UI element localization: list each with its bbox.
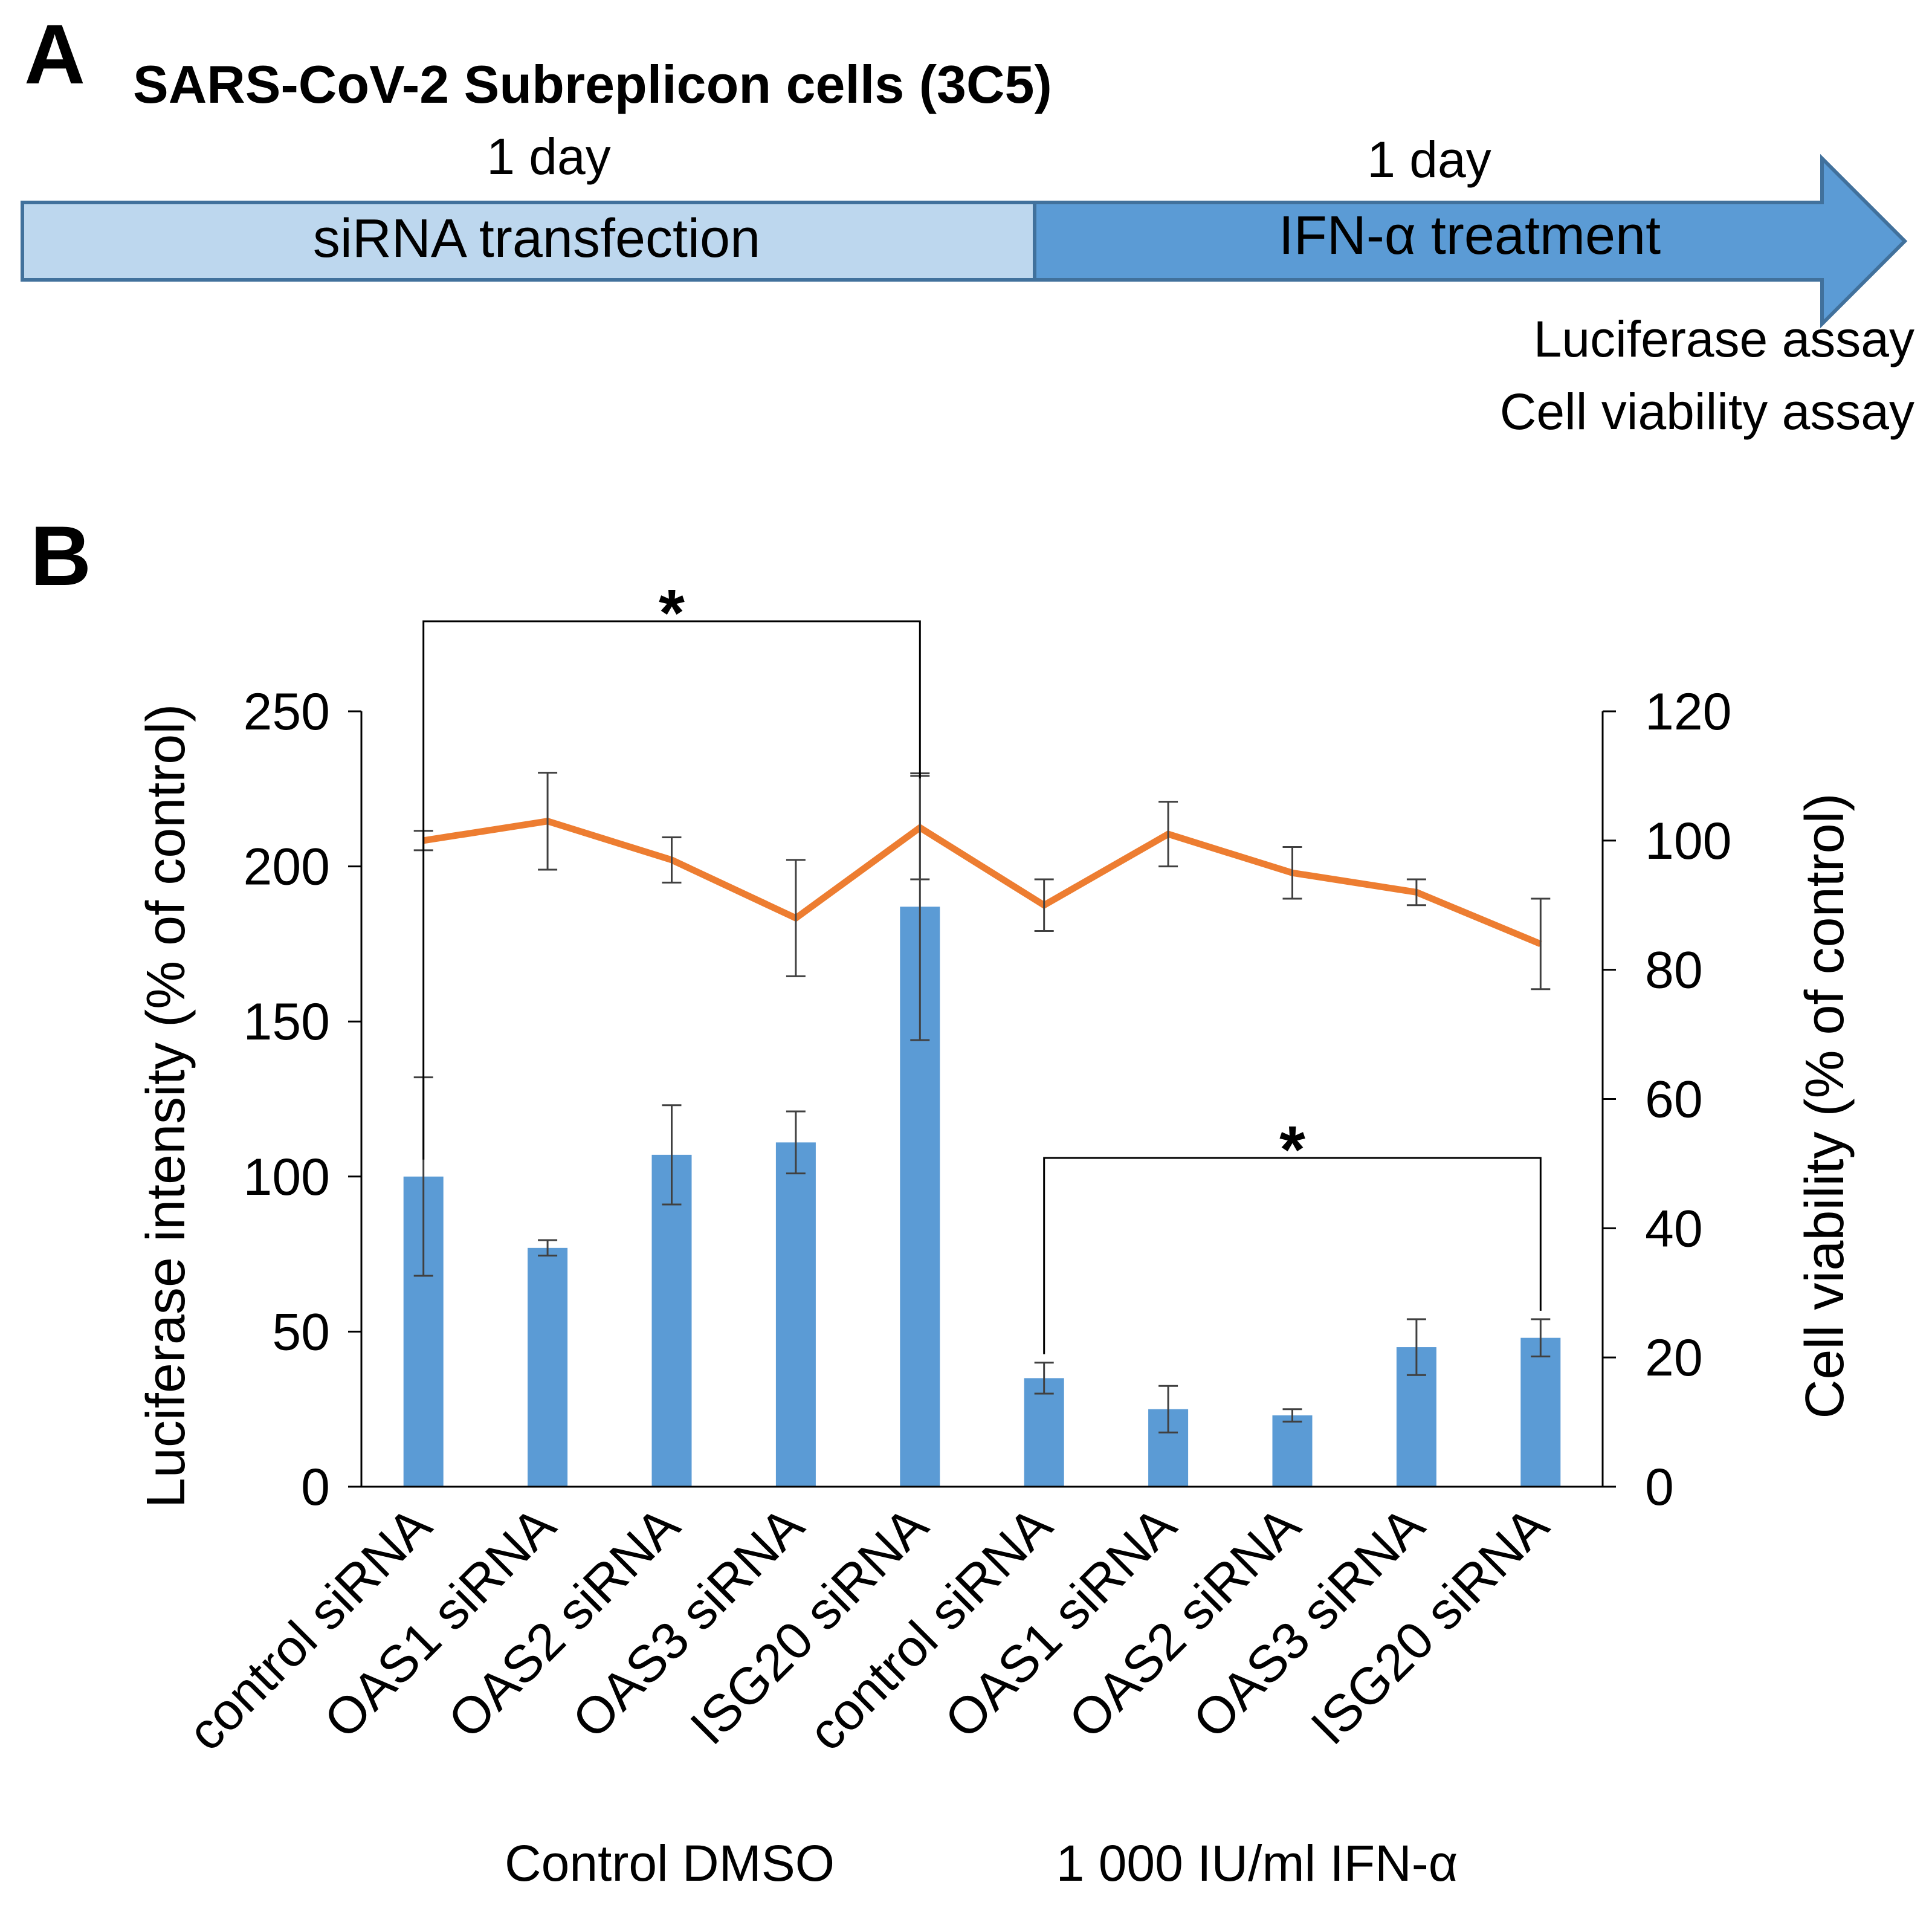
group-label-ifn: 1 000 IU/ml IFN-α: [1056, 1835, 1458, 1892]
left-tick-label: 100: [244, 1148, 331, 1206]
left-tick-label: 150: [244, 993, 331, 1051]
bar: [775, 1142, 816, 1487]
step1-duration: 1 day: [486, 128, 611, 185]
right-tick-label: 120: [1645, 683, 1732, 741]
panel-b: B Luciferase intensity (% of control) Ce…: [30, 508, 1855, 1892]
left-tick-label: 50: [272, 1303, 330, 1361]
significance-star: *: [1279, 1113, 1305, 1187]
right-y-axis: 0 20 40 60 80 100 120: [1601, 683, 1732, 1516]
right-tick-label: 60: [1645, 1071, 1703, 1129]
assay-cell-viability: Cell viability assay: [1500, 383, 1914, 440]
right-tick-label: 20: [1645, 1329, 1703, 1387]
panel-b-label: B: [30, 508, 91, 603]
right-tick-label: 0: [1645, 1458, 1674, 1516]
bar-series: [403, 772, 1561, 1487]
panel-a-title: SARS-CoV-2 Subreplicon cells (3C5): [133, 54, 1052, 114]
right-tick-label: 80: [1645, 942, 1703, 1000]
left-tick-label: 0: [301, 1458, 330, 1516]
assay-luciferase: Luciferase assay: [1534, 311, 1914, 367]
right-tick-label: 100: [1645, 812, 1732, 870]
bar: [1272, 1415, 1313, 1487]
group-label-control-dmso: Control DMSO: [505, 1835, 835, 1892]
step2-duration: 1 day: [1367, 131, 1491, 188]
siRNA-transfection-box: [21, 201, 1036, 282]
bar: [651, 1154, 692, 1487]
bar: [1024, 1378, 1064, 1487]
y-axis-title-left: Luciferase intensity (% of control): [136, 704, 196, 1508]
right-tick-label: 40: [1645, 1200, 1703, 1258]
left-tick-label: 200: [244, 838, 331, 896]
y-axis-title-right: Cell viability (% of control): [1795, 793, 1855, 1418]
significance-bracket: [1043, 1157, 1542, 1354]
significance-bracket: [422, 620, 921, 1160]
left-y-axis: 0 50 100 150 200 250: [244, 683, 363, 1516]
ifn-treatment-arrow: [1033, 154, 1908, 329]
bar: [1520, 1337, 1561, 1487]
significance-brackets: **: [422, 576, 1542, 1354]
bar: [528, 1247, 568, 1487]
panel-a: A SARS-CoV-2 Subreplicon cells (3C5) 1 d…: [21, 7, 1914, 440]
step1-label: siRNA transfection: [313, 209, 760, 269]
line-series: [413, 772, 1551, 991]
panel-a-label: A: [24, 7, 85, 102]
significance-star: *: [659, 576, 685, 650]
left-tick-label: 250: [244, 683, 331, 741]
step2-label: IFN-α treatment: [1279, 205, 1661, 266]
cell-viability-line: [422, 818, 1542, 947]
